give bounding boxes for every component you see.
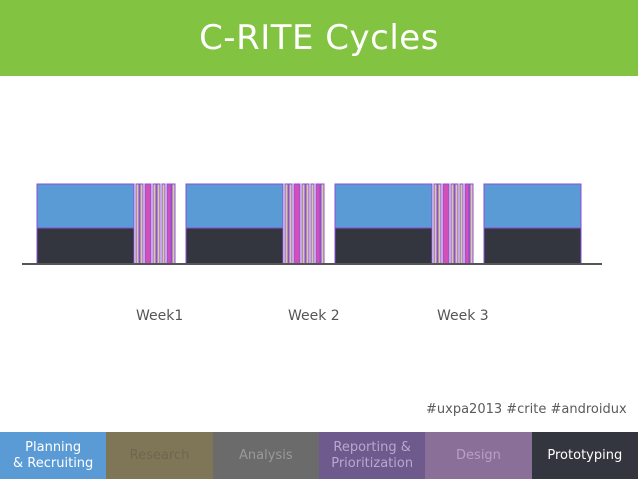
legend-label-line1: Analysis [239, 447, 293, 463]
stripe-2-2 [293, 183, 301, 265]
prototyping-block-4 [483, 227, 582, 265]
legend-reporting-prioritization: Reporting & Prioritization [318, 432, 426, 479]
stripe-3-1 [437, 183, 442, 265]
stripe-1-3 [152, 183, 157, 265]
stripe-2-3 [301, 183, 306, 265]
page-title: C-RITE Cycles [199, 18, 439, 58]
hashtags: #uxpa2013 #crite #androidux [426, 402, 627, 417]
stripe-2-0 [284, 183, 289, 265]
stripe-2-7 [320, 183, 325, 265]
prototyping-block-3 [334, 227, 433, 265]
legend-research: Research [106, 432, 213, 479]
phase-legend: Planning & Recruiting Research Analysis R… [0, 432, 638, 479]
stripe-1-1 [139, 183, 144, 265]
stripe-2-6 [315, 183, 321, 265]
stripe-1-5 [161, 183, 166, 265]
legend-label-line1: Planning [25, 439, 82, 455]
week-1-label: Week1 [136, 308, 184, 324]
research-block-4 [483, 183, 582, 229]
stripe-3-0 [433, 183, 438, 265]
week-3-label: Week 3 [437, 308, 489, 324]
legend-prototyping: Prototyping [531, 432, 638, 479]
stripe-1-7 [171, 183, 176, 265]
prototyping-block-2 [185, 227, 284, 265]
legend-label-line1: Reporting & [333, 439, 411, 455]
crite-cycle-diagram [22, 183, 602, 265]
legend-label-line1: Prototyping [547, 447, 623, 463]
stripe-3-4 [454, 183, 459, 265]
stripe-1-0 [135, 183, 140, 265]
stripe-2-4 [305, 183, 310, 265]
stripe-2-5 [310, 183, 315, 265]
stripe-3-3 [450, 183, 455, 265]
legend-label-line2: Prioritization [331, 455, 414, 471]
stripe-2-1 [288, 183, 293, 265]
stripe-3-6 [464, 183, 470, 265]
stripe-1-6 [166, 183, 172, 265]
title-banner: C-RITE Cycles [0, 0, 638, 76]
stripe-1-2 [144, 183, 152, 265]
stripe-3-7 [469, 183, 474, 265]
research-block-3 [334, 183, 433, 229]
research-block-1 [36, 183, 135, 229]
stripe-3-5 [459, 183, 464, 265]
legend-label-line1: Research [129, 447, 190, 463]
stripe-3-2 [442, 183, 450, 265]
legend-label-line1: Design [456, 447, 501, 463]
legend-analysis: Analysis [212, 432, 319, 479]
prototyping-block-1 [36, 227, 135, 265]
stripe-1-4 [156, 183, 161, 265]
legend-design: Design [425, 432, 532, 479]
legend-planning-recruiting: Planning & Recruiting [0, 432, 107, 479]
legend-label-line2: & Recruiting [13, 455, 94, 471]
research-block-2 [185, 183, 284, 229]
week-2-label: Week 2 [288, 308, 340, 324]
